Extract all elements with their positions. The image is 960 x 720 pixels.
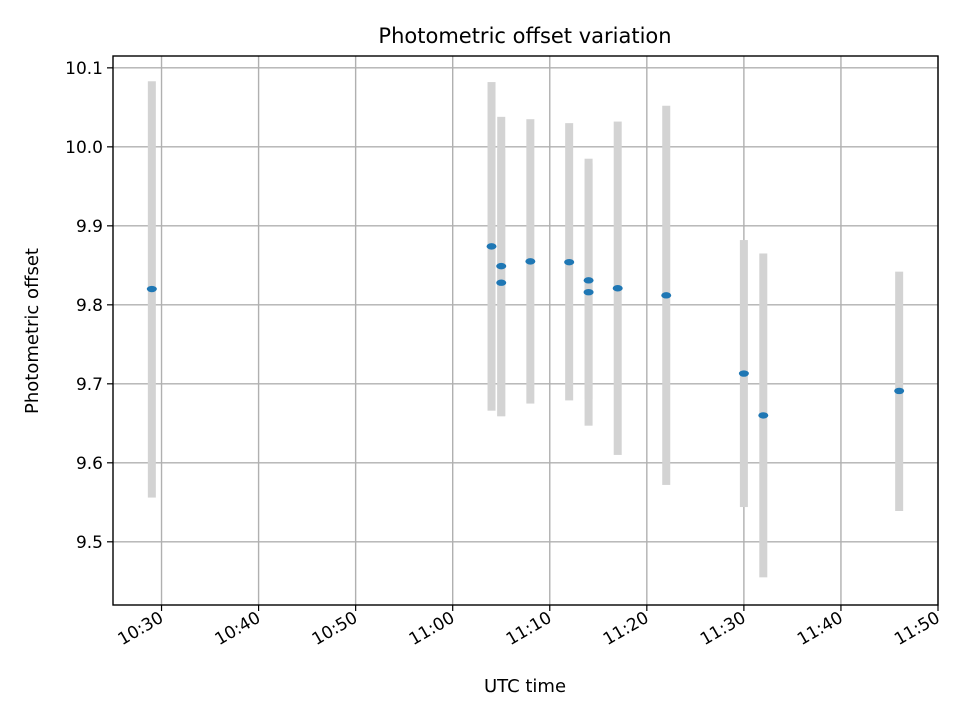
data-point	[894, 387, 905, 395]
y-tick-label: 9.9	[76, 217, 103, 237]
y-tick-label: 9.8	[76, 296, 103, 316]
data-point	[583, 277, 594, 284]
y-axis: 9.5 9.6 9.7 9.8 9.9 10.0 10.1	[65, 59, 113, 553]
data-points	[146, 243, 905, 419]
y-axis-label: Photometric offset	[22, 248, 43, 414]
data-point	[661, 292, 672, 299]
plot-frame	[112, 55, 939, 606]
data-point	[612, 285, 623, 292]
data-point	[564, 258, 575, 266]
y-tick-label: 9.5	[76, 533, 103, 553]
data-point	[496, 279, 507, 286]
data-point	[758, 412, 769, 419]
data-point	[146, 285, 157, 293]
data-point	[525, 258, 536, 265]
data-point	[496, 262, 507, 270]
data-point	[486, 243, 497, 250]
y-tick-label: 10.1	[65, 59, 103, 79]
y-tick-label: 9.7	[76, 375, 103, 395]
y-tick-label: 9.6	[76, 454, 103, 474]
grid	[113, 56, 939, 605]
data-point	[738, 370, 749, 377]
x-axis-label: UTC time	[484, 676, 566, 697]
data-point	[583, 288, 594, 296]
chart-title: Photometric offset variation	[378, 24, 671, 48]
y-tick-label: 10.0	[65, 138, 103, 158]
